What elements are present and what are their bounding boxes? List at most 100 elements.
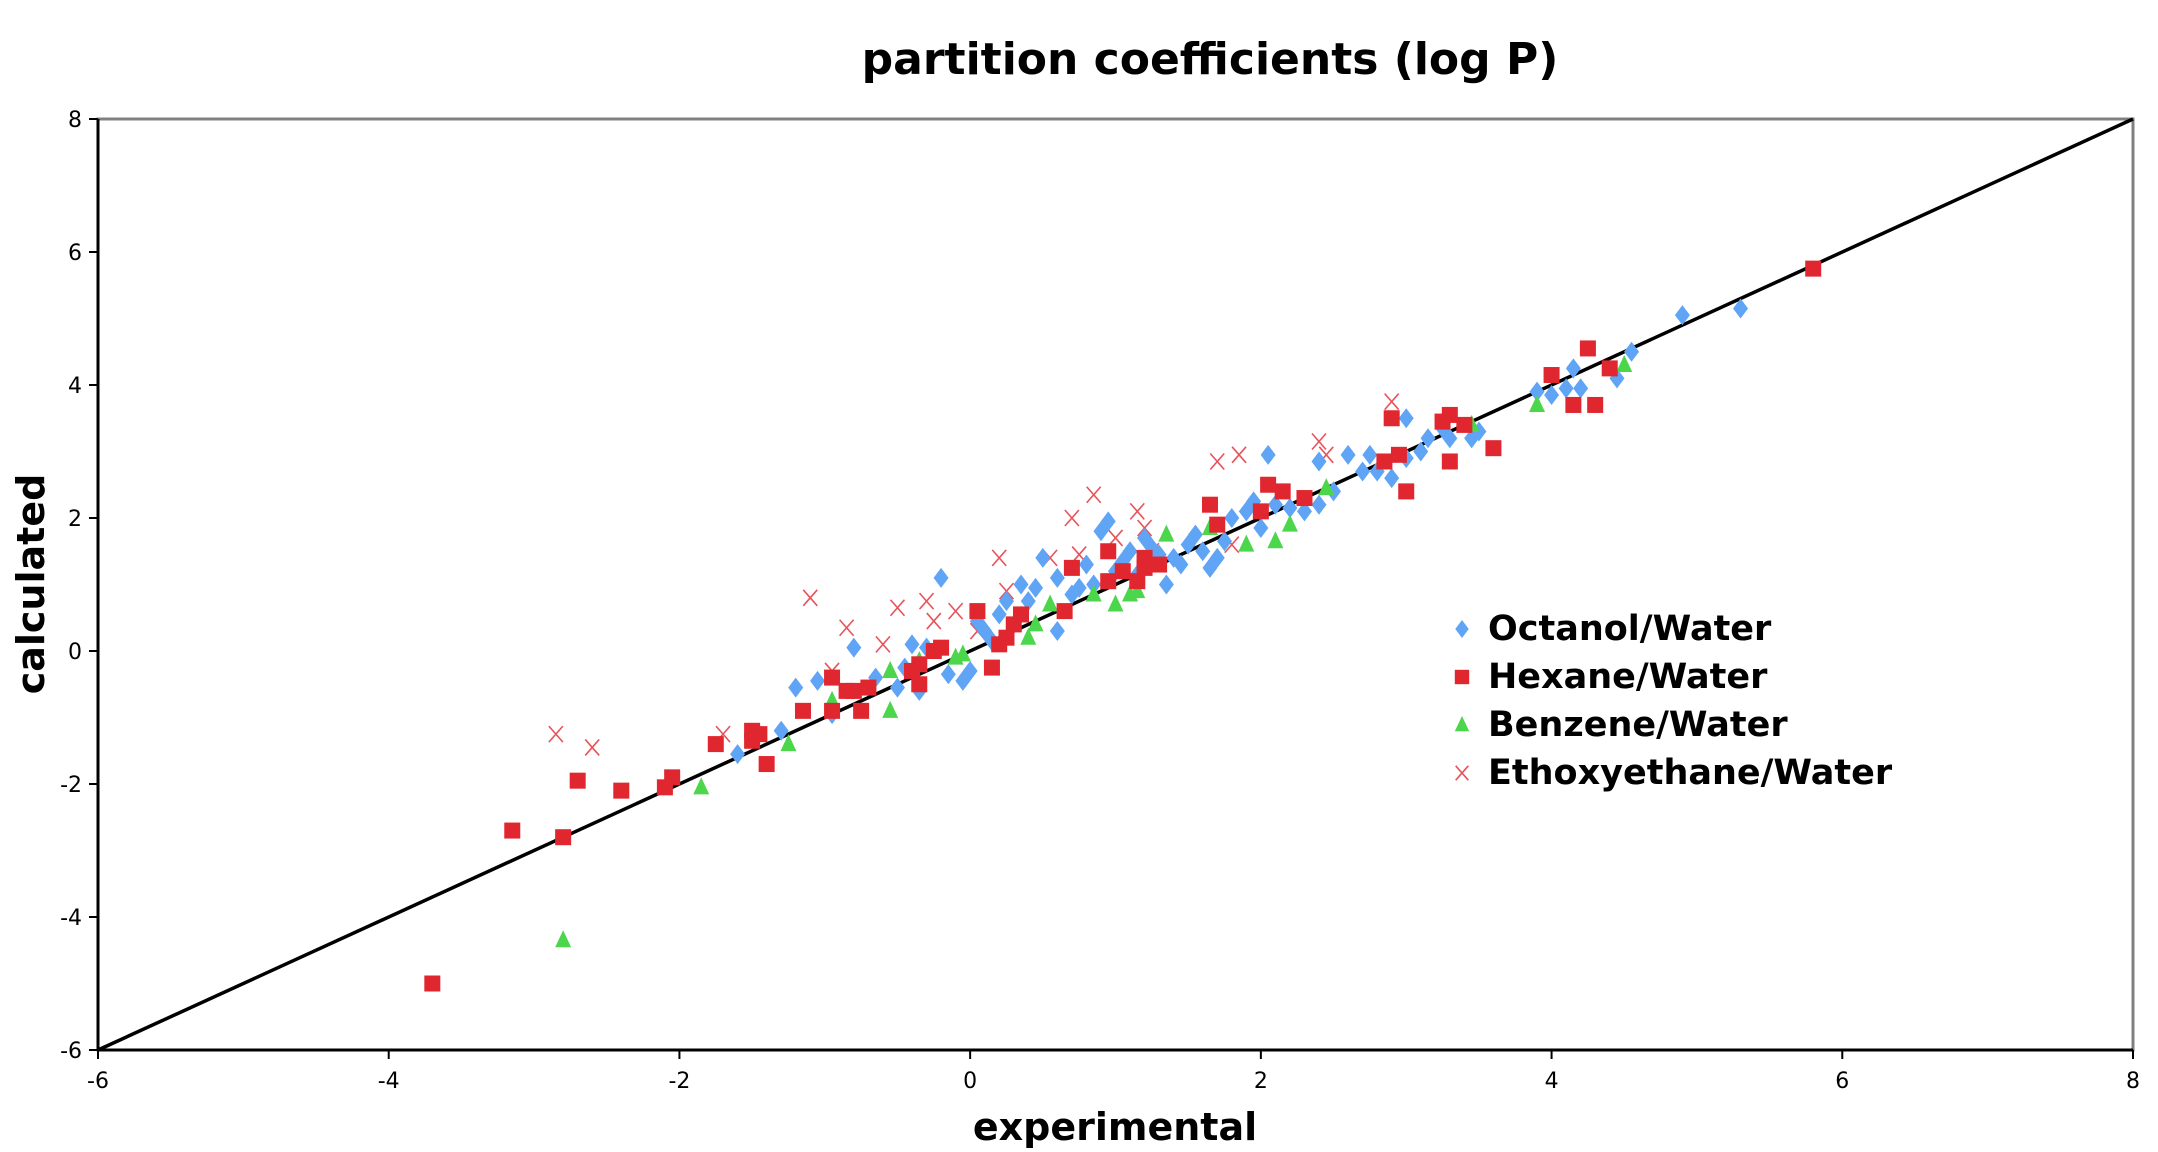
y-tick-label: 6 [68, 241, 82, 266]
data-points [424, 260, 1822, 992]
diamond-point [991, 604, 1007, 625]
diamond-point [1674, 305, 1690, 326]
x-point [584, 738, 600, 756]
x-tick-label: 6 [1835, 1069, 1849, 1094]
square-point [824, 702, 841, 719]
x-point [548, 725, 564, 743]
square-point [1441, 453, 1458, 470]
legend-label: Octanol/Water [1488, 609, 1772, 649]
x-point [838, 619, 855, 637]
diamond-point [1217, 531, 1233, 552]
square-point [1274, 483, 1291, 500]
x-tick-label: -2 [668, 1069, 690, 1094]
x-point [1129, 502, 1145, 520]
x-point [948, 602, 964, 620]
triangle-point [954, 644, 971, 662]
y-tick-label: 4 [68, 374, 82, 399]
square-point [1296, 490, 1313, 507]
square-point [1579, 340, 1596, 357]
x-point [926, 612, 942, 630]
diamond-point [1071, 577, 1087, 598]
x-point [1231, 446, 1247, 464]
diamond-point [1035, 547, 1051, 568]
x-point [802, 589, 818, 607]
square-point [911, 676, 928, 693]
triangle-point [693, 777, 710, 795]
square-point [983, 659, 1000, 676]
diamond-point [730, 744, 746, 765]
square-point [569, 772, 586, 789]
y-tick-label: 8 [68, 108, 82, 133]
legend-label: Ethoxyethane/Water [1488, 753, 1893, 793]
square-point [1100, 543, 1117, 560]
diamond-point [1253, 517, 1269, 538]
diamond-point [1187, 524, 1203, 545]
x-tick-label: 8 [2126, 1069, 2140, 1094]
diamond-point [1122, 541, 1138, 562]
triangle-point [882, 660, 899, 678]
triangle-point [1158, 524, 1175, 542]
diamond-point [1296, 501, 1312, 522]
diamond-point [889, 677, 905, 698]
legend-diamond-icon [1455, 620, 1469, 638]
legend: Octanol/Water Hexane/Water Benzene/Water Et… [1454, 609, 1893, 793]
legend-item: Hexane/Water [1454, 657, 1768, 697]
chart-title: partition coefficients (log P) [862, 34, 1559, 85]
diamond-point [904, 634, 920, 655]
triangle-point [1129, 581, 1146, 599]
x-point [875, 635, 891, 653]
triangle-point [1281, 514, 1298, 532]
x-tick-label: 0 [963, 1069, 977, 1094]
diamond-point [1529, 381, 1545, 402]
diamond-point [1078, 554, 1094, 575]
diamond-point [1733, 298, 1749, 319]
square-point [1398, 483, 1415, 500]
diamond-point [810, 670, 826, 691]
x-tick-label: -6 [87, 1069, 109, 1094]
diamond-point [773, 720, 789, 741]
square-point [1129, 573, 1146, 590]
square-point [1441, 406, 1458, 423]
legend-x-icon [1455, 765, 1469, 781]
diamond-point [962, 660, 978, 681]
square-point [1201, 496, 1218, 513]
legend-triangle-icon [1454, 716, 1470, 732]
legend-label: Benzene/Water [1488, 705, 1788, 745]
square-point [1390, 446, 1407, 463]
diamond-point [1049, 567, 1065, 588]
triangle-point [1085, 584, 1102, 602]
legend-label: Hexane/Water [1488, 657, 1768, 697]
diamond-point [1558, 378, 1574, 399]
square-point [933, 639, 950, 656]
square-point [969, 603, 986, 620]
square-point [1587, 396, 1604, 413]
x-point [889, 599, 906, 617]
triangle-point [1238, 534, 1255, 552]
diamond-point [940, 664, 956, 685]
diamond-point [933, 567, 949, 588]
diamond-point [1209, 547, 1225, 568]
diamond-point [1013, 574, 1029, 595]
x-point [1209, 452, 1225, 471]
square-point [1805, 260, 1822, 277]
square-point [424, 975, 441, 992]
triangle-point [1020, 627, 1037, 645]
diamond-point [1173, 554, 1189, 575]
diamond-point [1340, 444, 1356, 465]
y-tick-label: 2 [68, 507, 82, 532]
diamond-point [1573, 378, 1589, 399]
square-point [1565, 396, 1582, 413]
legend-square-icon [1454, 669, 1470, 685]
diamond-point [1565, 358, 1581, 379]
square-point [1601, 360, 1618, 377]
triangle-point [882, 700, 899, 718]
square-point [1151, 556, 1168, 573]
y-tick-label: -4 [60, 906, 82, 931]
diamond-point [846, 637, 862, 658]
y-tick-label: -6 [60, 1039, 82, 1064]
triangle-point [1027, 614, 1044, 632]
x-point [1384, 393, 1400, 411]
square-point [998, 629, 1015, 646]
x-tick-label: -4 [378, 1069, 400, 1094]
triangle-point [1042, 594, 1059, 612]
